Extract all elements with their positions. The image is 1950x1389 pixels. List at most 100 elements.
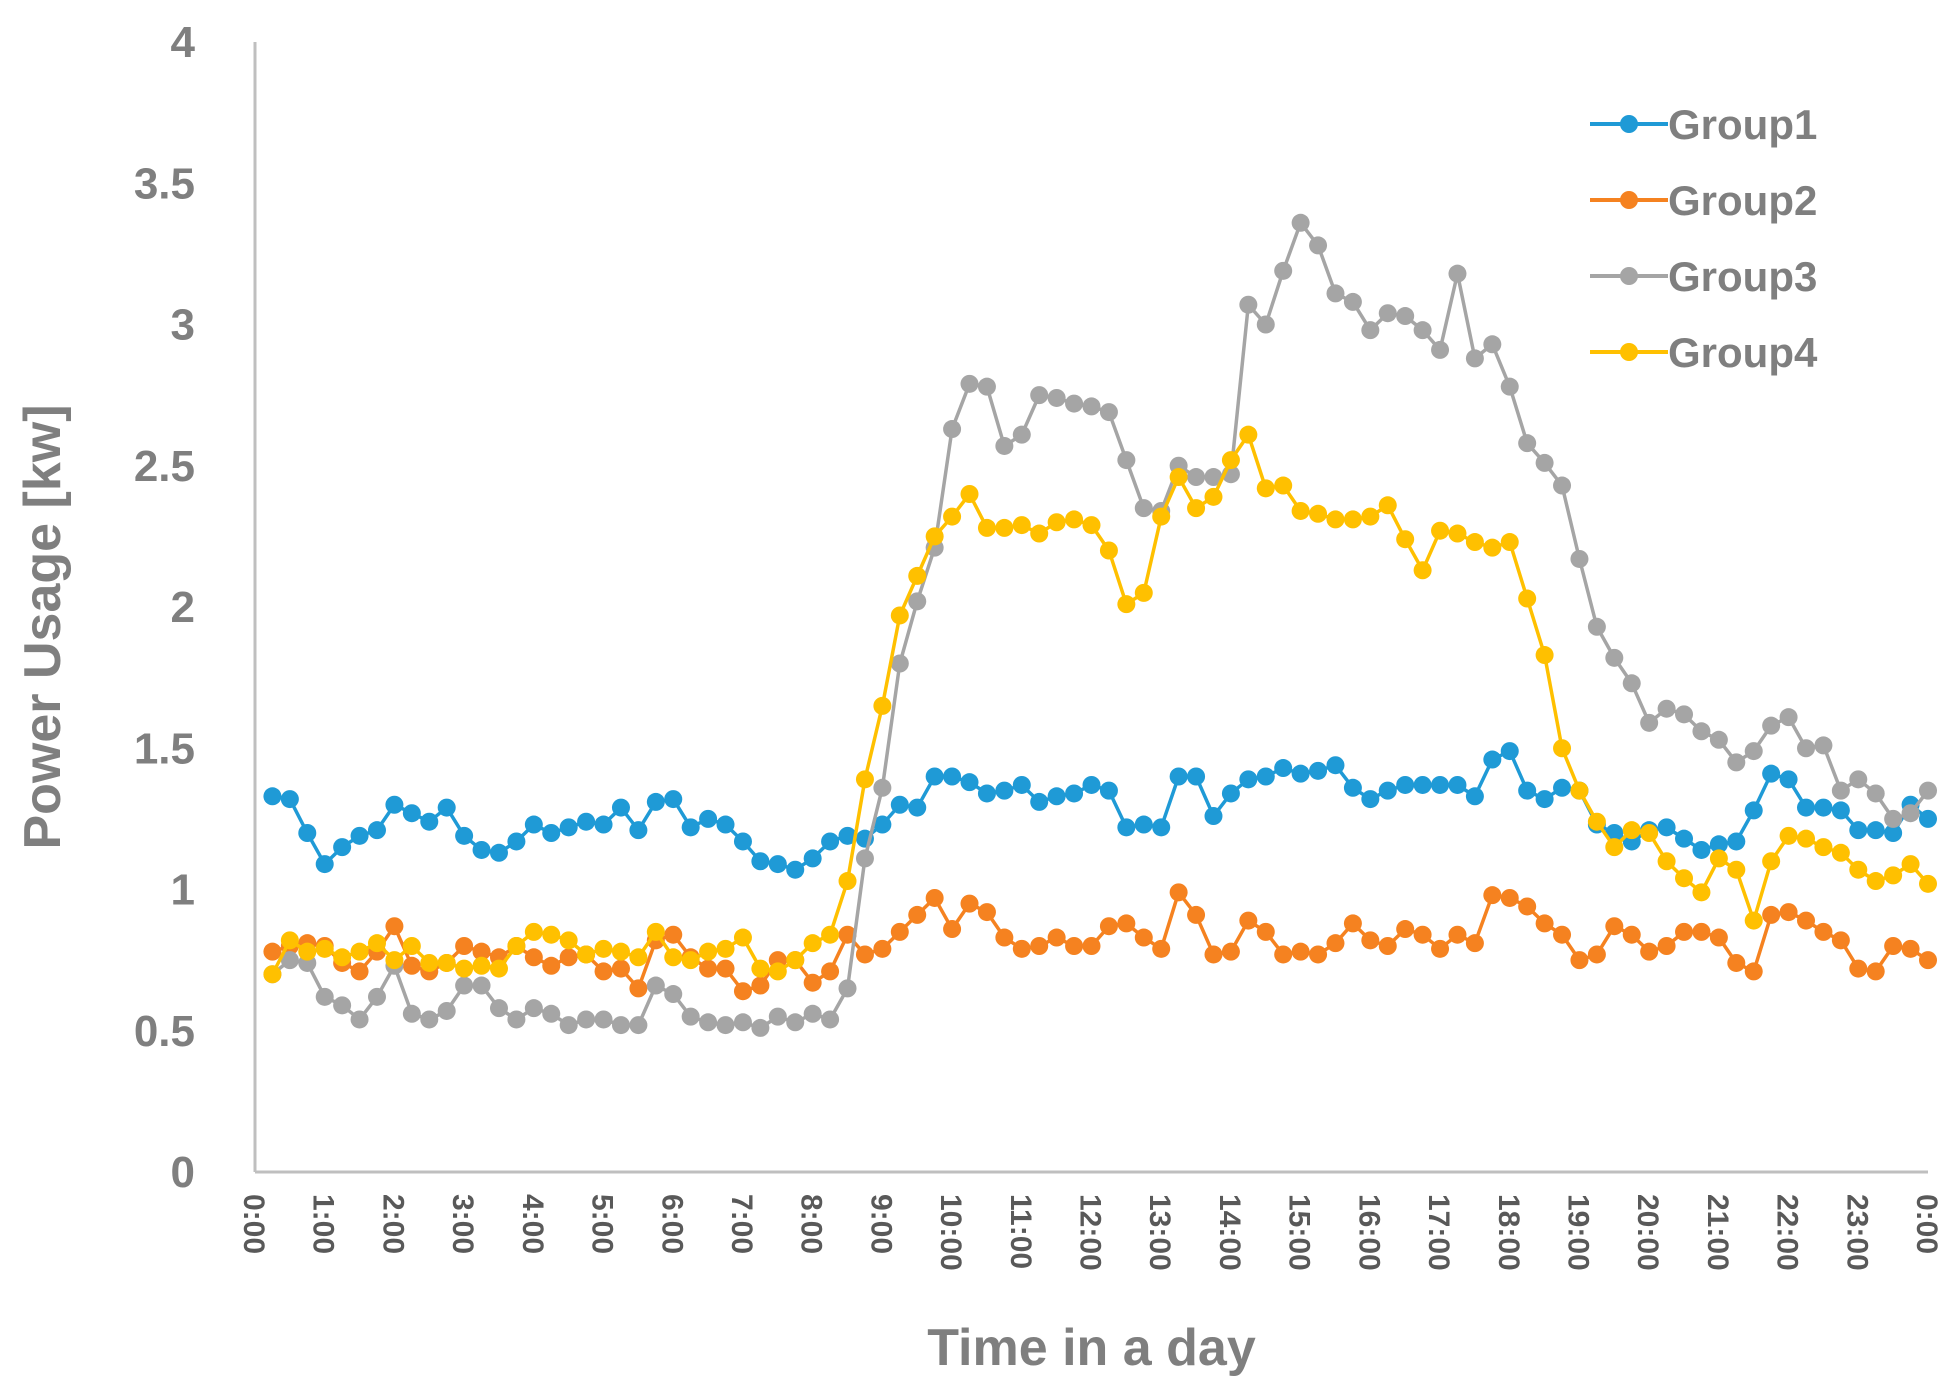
data-point [1570, 549, 1589, 568]
data-point [1797, 739, 1816, 758]
data-point [455, 937, 474, 955]
data-point [943, 767, 962, 786]
data-point [1256, 767, 1275, 786]
data-point [1866, 784, 1885, 803]
series-group4 [263, 425, 1937, 984]
data-point [1675, 829, 1694, 848]
data-point [1413, 321, 1432, 340]
data-point [1814, 922, 1833, 941]
legend-marker [1620, 267, 1638, 285]
data-point [908, 592, 927, 611]
data-point [908, 566, 927, 585]
data-point [1797, 798, 1816, 817]
data-point [664, 985, 683, 1004]
data-point [1065, 394, 1084, 413]
data-point [420, 1010, 439, 1029]
data-point [1361, 321, 1380, 340]
data-point [890, 654, 909, 673]
data-point [350, 1010, 369, 1029]
data-point [873, 778, 892, 797]
data-point [1709, 730, 1728, 749]
data-point [768, 962, 787, 981]
data-point [1117, 818, 1136, 837]
legend-label: Group1 [1668, 101, 1817, 148]
data-point [1692, 722, 1711, 741]
data-point [733, 982, 752, 1001]
data-point [716, 959, 735, 978]
x-tick-label: 15:00 [1283, 1194, 1316, 1271]
data-point [1762, 716, 1781, 735]
data-point [768, 855, 787, 874]
x-tick-label: 10:00 [934, 1194, 967, 1271]
data-point [524, 948, 543, 967]
data-point [1779, 708, 1798, 727]
data-point [263, 787, 282, 806]
data-point [1640, 942, 1659, 961]
data-point [908, 905, 927, 924]
data-point [1431, 775, 1450, 794]
data-point [507, 1010, 526, 1029]
data-point [1239, 911, 1258, 930]
data-point [1500, 377, 1519, 396]
data-point [1849, 770, 1868, 789]
data-point [1169, 767, 1188, 786]
x-tick-label: 4:00 [516, 1194, 549, 1254]
data-point [1326, 284, 1345, 303]
data-point [1535, 646, 1554, 665]
data-point [350, 826, 369, 845]
data-point [1866, 962, 1885, 981]
data-point [350, 962, 369, 981]
data-point [315, 987, 334, 1006]
data-point [873, 815, 892, 834]
data-point [873, 696, 892, 715]
legend-item-group2: Group2 [1590, 177, 1817, 224]
data-point [1099, 541, 1118, 560]
series-group1 [263, 742, 1937, 879]
data-point [577, 1010, 596, 1029]
data-point [280, 790, 299, 809]
x-tick-label: 18:00 [1492, 1194, 1525, 1271]
data-point [402, 937, 421, 955]
data-point [1831, 801, 1850, 820]
x-tick-label: 0:00 [237, 1194, 270, 1254]
legend-marker [1620, 343, 1638, 361]
data-point [1117, 914, 1136, 933]
data-point [977, 377, 996, 396]
legend-marker [1620, 115, 1638, 133]
x-tick-label: 7:00 [725, 1194, 758, 1254]
data-point [542, 925, 561, 944]
data-point [420, 953, 439, 972]
data-point [1919, 874, 1937, 893]
data-point [1117, 595, 1136, 614]
data-point [1239, 425, 1258, 444]
data-point [1884, 824, 1903, 842]
data-point [1448, 775, 1467, 794]
data-point [472, 840, 491, 859]
data-point [1343, 778, 1362, 797]
data-point [489, 999, 508, 1018]
data-point [1518, 897, 1537, 916]
data-point [1117, 451, 1136, 470]
data-point [838, 872, 857, 891]
data-point [524, 999, 543, 1018]
data-point [1901, 939, 1920, 958]
data-point [1727, 953, 1746, 972]
data-point [1309, 504, 1328, 523]
legend: Group1 Group2 Group3 Group4 [1590, 101, 1818, 376]
data-point [1082, 516, 1101, 535]
data-point [1047, 787, 1066, 806]
data-point [1343, 510, 1362, 529]
data-point [1849, 959, 1868, 978]
data-point [1134, 499, 1153, 518]
data-point [925, 888, 944, 907]
x-tick-label: 19:00 [1561, 1194, 1594, 1271]
data-point [1134, 583, 1153, 602]
data-point [664, 790, 683, 809]
data-point [611, 959, 630, 978]
legend-label: Group3 [1668, 253, 1817, 300]
data-point [821, 832, 840, 851]
data-point [1500, 888, 1519, 907]
x-tick-label: 1:00 [307, 1194, 340, 1254]
data-point [1831, 781, 1850, 800]
data-point [1622, 925, 1641, 944]
